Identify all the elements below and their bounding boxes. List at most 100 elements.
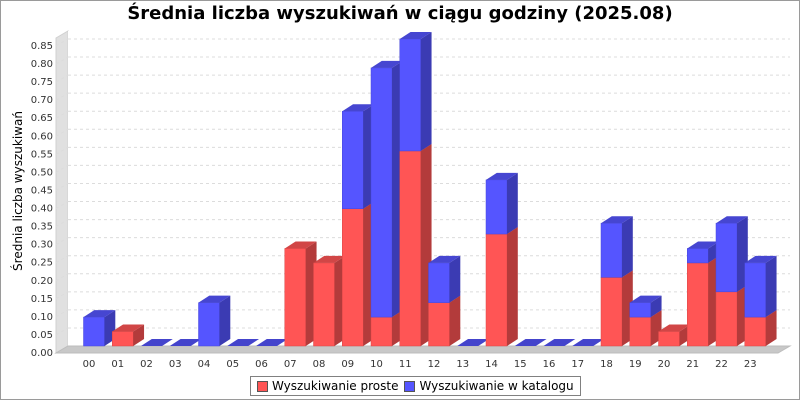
bar-catalog-19-side xyxy=(650,295,662,318)
y-tick-label: 0.20 xyxy=(31,276,53,287)
gridline-wall xyxy=(55,255,69,264)
x-tick-label: 16 xyxy=(543,359,556,370)
gridline-wall xyxy=(55,291,69,300)
y-tick-label: 0.80 xyxy=(31,59,53,70)
gridline-wall xyxy=(55,92,69,101)
gridline-wall xyxy=(55,327,69,336)
bar-simple-22 xyxy=(715,291,738,347)
bar-catalog-19-top xyxy=(629,295,662,303)
bar-catalog-10 xyxy=(370,67,393,318)
x-tick-label: 18 xyxy=(600,359,613,370)
gridline-wall xyxy=(55,201,69,209)
chart-legend: Wyszukiwanie proste Wyszukiwanie w katal… xyxy=(250,376,581,396)
bar-simple-01 xyxy=(112,331,134,347)
y-tick-label: 0.75 xyxy=(31,77,53,88)
bar-simple-08-top xyxy=(313,255,346,263)
x-tick-label: 04 xyxy=(198,359,211,370)
bar-catalog-12-top xyxy=(428,255,461,263)
y-tick-label: 0.30 xyxy=(31,240,53,251)
bar-simple-23 xyxy=(744,316,766,347)
gridline-wall xyxy=(55,164,69,173)
bar-catalog-18-top xyxy=(601,216,633,224)
bar-simple-12-side xyxy=(449,295,461,346)
bar-catalog-18 xyxy=(600,222,623,278)
y-tick-label: 0.35 xyxy=(31,222,53,233)
bar-catalog-10-top xyxy=(371,60,403,68)
y-tick-label: 0.10 xyxy=(31,312,53,323)
y-tick-label: 0.50 xyxy=(31,167,53,178)
x-tick-label: 02 xyxy=(140,359,153,370)
bar-simple-19 xyxy=(629,316,651,347)
bar-empty-03 xyxy=(169,339,202,346)
bar-catalog-12-side xyxy=(449,255,461,303)
bar-simple-21 xyxy=(687,262,709,347)
bar-catalog-14-side xyxy=(507,172,518,235)
bar-empty-06 xyxy=(256,339,288,346)
bar-simple-07-top xyxy=(284,241,317,249)
bar-catalog-09 xyxy=(342,110,364,210)
bar-simple-01-side xyxy=(133,324,145,346)
y-tick-label: 0.25 xyxy=(31,258,53,269)
gridline-wall xyxy=(55,146,69,155)
bar-catalog-22-top xyxy=(716,216,748,224)
bar-catalog-18-side xyxy=(622,216,633,278)
x-tick-label: 00 xyxy=(83,359,96,370)
x-tick-label: 13 xyxy=(456,359,469,370)
bar-simple-08 xyxy=(313,262,335,347)
x-tick-label: 06 xyxy=(255,359,268,370)
bar-simple-10 xyxy=(370,316,393,347)
legend-label-catalog-search: Wyszukiwanie w katalogu xyxy=(419,379,574,393)
y-tick-label: 0.05 xyxy=(31,330,53,341)
bar-empty-17 xyxy=(572,339,605,346)
bar-catalog-21 xyxy=(687,248,709,264)
bar-catalog-11-side xyxy=(420,32,432,151)
x-tick-label: 23 xyxy=(744,359,757,370)
x-tick-label: 05 xyxy=(226,359,239,370)
legend-swatch-simple-search xyxy=(257,380,268,392)
bar-empty-05 xyxy=(227,339,260,346)
bar-catalog-23 xyxy=(744,262,766,318)
bar-simple-11 xyxy=(399,150,421,347)
bar-catalog-14 xyxy=(485,179,508,235)
bar-simple-20 xyxy=(658,331,680,347)
bar-catalog-00 xyxy=(83,316,105,347)
gridline-wall xyxy=(55,237,69,246)
bar-simple-14 xyxy=(485,233,508,347)
x-tick-label: 12 xyxy=(428,359,441,370)
bar-catalog-21-top xyxy=(687,241,720,249)
gridline-wall xyxy=(55,110,69,119)
legend-swatch-catalog-search xyxy=(404,380,416,392)
bar-catalog-14-top xyxy=(486,172,518,180)
bar-simple-07 xyxy=(284,248,306,347)
bar-catalog-04-top xyxy=(198,295,231,303)
bar-catalog-11-top xyxy=(399,32,432,39)
x-tick-label: 20 xyxy=(658,359,671,370)
gridline-wall xyxy=(55,56,69,65)
bar-catalog-04 xyxy=(198,302,220,347)
bar-catalog-19 xyxy=(629,302,651,318)
x-tick-label: 21 xyxy=(686,359,699,370)
bar-catalog-22 xyxy=(715,222,738,293)
y-tick-label: 0.40 xyxy=(31,204,53,215)
legend-item-catalog-search: Wyszukiwanie w katalogu xyxy=(404,379,574,393)
x-tick-label: 11 xyxy=(399,359,412,370)
gridline-wall xyxy=(55,38,69,47)
x-tick-label: 15 xyxy=(514,359,527,370)
bar-simple-12 xyxy=(428,302,450,347)
x-tick-label: 01 xyxy=(111,359,124,370)
bar-simple-14-side xyxy=(507,227,518,346)
bar-simple-01-top xyxy=(112,324,145,332)
bar-empty-16 xyxy=(543,339,576,346)
gridline-wall xyxy=(55,219,69,228)
x-tick-label: 17 xyxy=(571,359,584,370)
y-tick-label: 0.15 xyxy=(31,294,53,305)
gridline-wall xyxy=(55,74,69,83)
y-tick-label: 0.45 xyxy=(31,185,53,196)
x-tick-label: 10 xyxy=(370,359,383,370)
gridline-wall xyxy=(55,273,69,282)
x-tick-label: 09 xyxy=(341,359,354,370)
bar-catalog-11 xyxy=(399,38,421,152)
gridline-wall xyxy=(55,309,69,318)
